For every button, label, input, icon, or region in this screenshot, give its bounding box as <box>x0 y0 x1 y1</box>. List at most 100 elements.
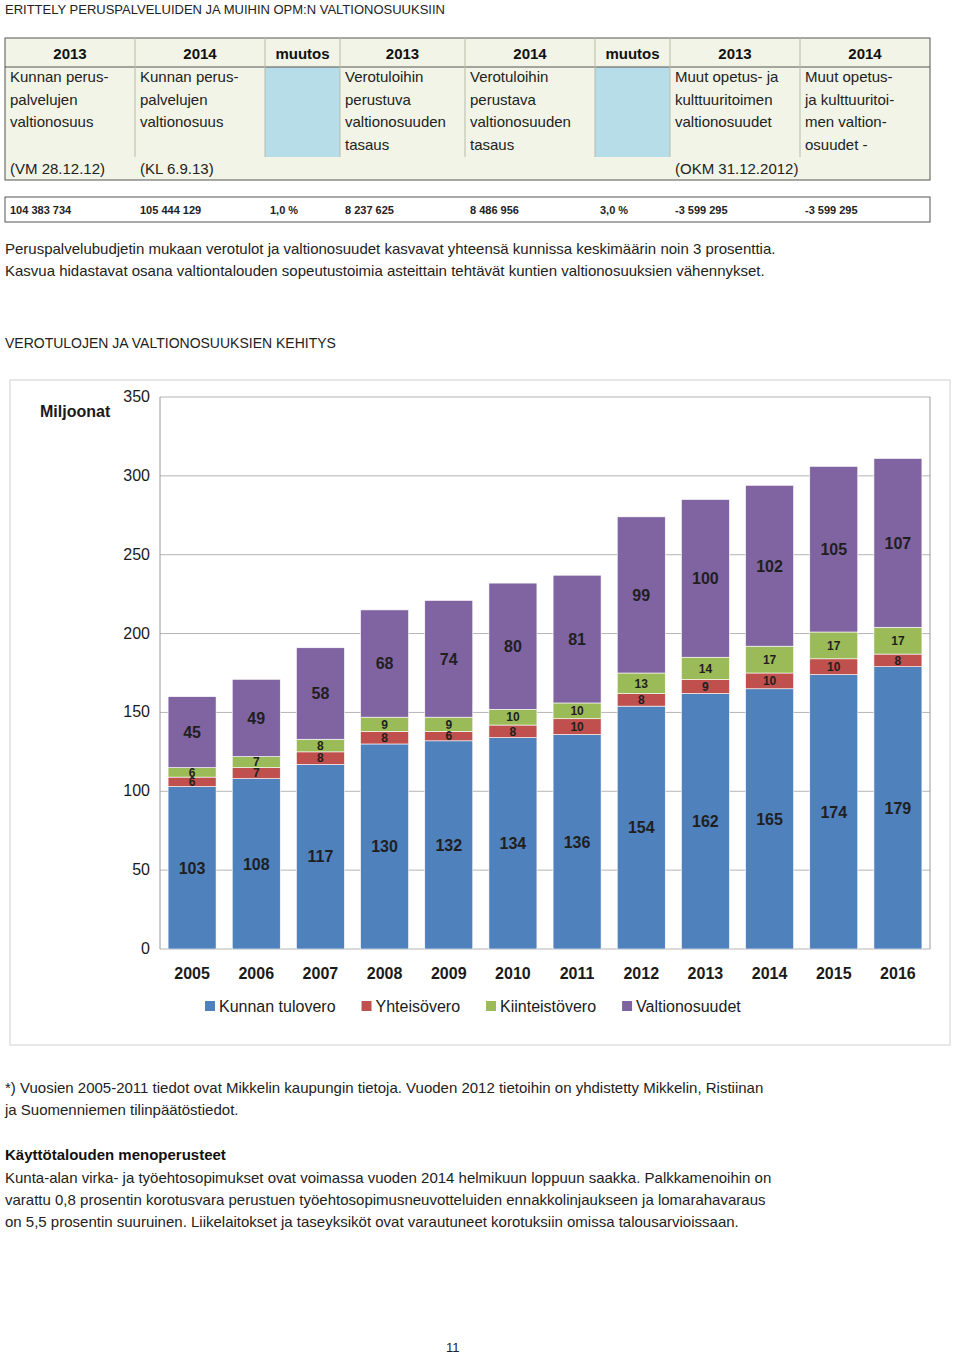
data-label: 10 <box>570 704 584 718</box>
table-header: muutos <box>275 45 329 62</box>
data-label: 13 <box>635 677 649 691</box>
table-label: osuudet - <box>805 136 868 153</box>
table-header: 2014 <box>513 45 547 62</box>
table-header: 2013 <box>386 45 419 62</box>
page: ERITTELY PERUSPALVELUIDEN JA MUIHIN OPM:… <box>0 0 960 1357</box>
bar-segment <box>810 675 858 949</box>
table-label: Verotuloihin <box>470 68 548 85</box>
bar-segment <box>746 646 794 673</box>
table-label: kulttuuritoimen <box>675 91 773 108</box>
bar-segment <box>425 717 473 731</box>
table-label: valtionosuuden <box>470 113 571 130</box>
x-tick-label: 2010 <box>495 965 531 982</box>
data-label: 179 <box>885 800 912 817</box>
data-label: 58 <box>312 685 330 702</box>
table-value: 1,0 % <box>270 204 298 216</box>
table-label: valtionosuus <box>140 113 223 130</box>
table-rule <box>670 38 671 157</box>
bars <box>168 459 922 949</box>
y-axis-label: Miljoonat <box>40 403 111 420</box>
data-label: 107 <box>885 535 912 552</box>
x-tick-label: 2012 <box>623 965 659 982</box>
table-value: -3 599 295 <box>805 204 858 216</box>
table-label: perustava <box>470 91 537 108</box>
table-label: Kunnan perus- <box>140 68 238 85</box>
x-tick-label: 2006 <box>238 965 274 982</box>
y-tick-label: 150 <box>123 703 150 720</box>
data-label: 10 <box>827 660 841 674</box>
table-label: ja kulttuuritoi- <box>804 91 894 108</box>
table-label: valtionosuudet <box>675 113 773 130</box>
data-label: 17 <box>763 653 777 667</box>
bar-segment <box>810 466 858 632</box>
legend-marker <box>486 1001 496 1011</box>
table-rule <box>135 38 136 157</box>
table-label: perustuva <box>345 91 412 108</box>
table-source: (KL 6.9.13) <box>140 160 214 177</box>
data-label: 99 <box>632 587 650 604</box>
data-label: 8 <box>317 739 324 753</box>
table-label: valtionosuus <box>10 113 93 130</box>
table-rule <box>465 38 466 157</box>
table-value: 104 383 734 <box>10 204 72 216</box>
legend-marker <box>362 1001 372 1011</box>
page-number: 11 <box>446 1340 460 1355</box>
legend: Kunnan tuloveroYhteisöveroKiinteistövero… <box>205 998 741 1015</box>
data-label: 9 <box>445 718 452 732</box>
table-value: -3 599 295 <box>675 204 728 216</box>
table: 20132014muutos20132014muutos20132014Kunn… <box>5 38 930 222</box>
bar-segment <box>874 459 922 628</box>
legend-label: Yhteisövero <box>376 998 461 1015</box>
data-label: 105 <box>820 541 847 558</box>
bar-segment <box>746 673 794 689</box>
chart-frame <box>10 380 950 1045</box>
data-label: 136 <box>564 834 591 851</box>
table-header: 2014 <box>848 45 882 62</box>
data-label: 134 <box>500 835 527 852</box>
data-label: 9 <box>702 680 709 694</box>
data-label: 100 <box>692 570 719 587</box>
bar-segment <box>810 659 858 675</box>
bar-segment <box>681 657 729 679</box>
data-label: 14 <box>699 662 713 676</box>
table-label: Kunnan perus- <box>10 68 108 85</box>
y-tick-label: 100 <box>123 782 150 799</box>
x-tick-label: 2011 <box>560 965 595 982</box>
x-tick-label: 2015 <box>816 965 852 982</box>
x-tick-label: 2008 <box>367 965 403 982</box>
data-label: 130 <box>371 838 398 855</box>
bar-segment <box>168 697 216 768</box>
x-tick-label: 2005 <box>174 965 210 982</box>
data-label: 102 <box>756 558 783 575</box>
bar-segment <box>681 694 729 949</box>
x-tick-label: 2013 <box>688 965 724 982</box>
table-frame <box>5 38 930 180</box>
plot-frame <box>930 397 931 949</box>
data-label: 7 <box>253 755 260 769</box>
chart-title: VEROTULOJEN JA VALTIONOSUUKSIEN KEHITYS <box>5 335 336 351</box>
table-rule <box>595 38 596 157</box>
data-label: 6 <box>189 766 196 780</box>
bar-segment <box>553 703 601 719</box>
data-label: 174 <box>820 804 847 821</box>
data-label: 10 <box>570 720 584 734</box>
table-source: (OKM 31.12.2012) <box>675 160 798 177</box>
bar-segment <box>746 485 794 646</box>
data-label: 117 <box>308 848 334 865</box>
data-label: 8 <box>895 654 902 668</box>
y-tick-label: 250 <box>123 546 150 563</box>
table-header: muutos <box>605 45 659 62</box>
bar-segment <box>617 517 665 673</box>
table-cell-shade <box>265 67 340 157</box>
table-value: 3,0 % <box>600 204 628 216</box>
bar-segment <box>425 741 473 949</box>
table-header: 2014 <box>183 45 217 62</box>
table-label: palvelujen <box>10 91 78 108</box>
data-labels: 1031081171301321341361541621651741796788… <box>179 535 912 877</box>
x-tick-label: 2009 <box>431 965 467 982</box>
table-header: 2013 <box>53 45 86 62</box>
table-rule <box>265 38 266 157</box>
data-label: 81 <box>568 631 586 648</box>
x-tick-label: 2007 <box>303 965 339 982</box>
bar-segment <box>296 648 344 739</box>
